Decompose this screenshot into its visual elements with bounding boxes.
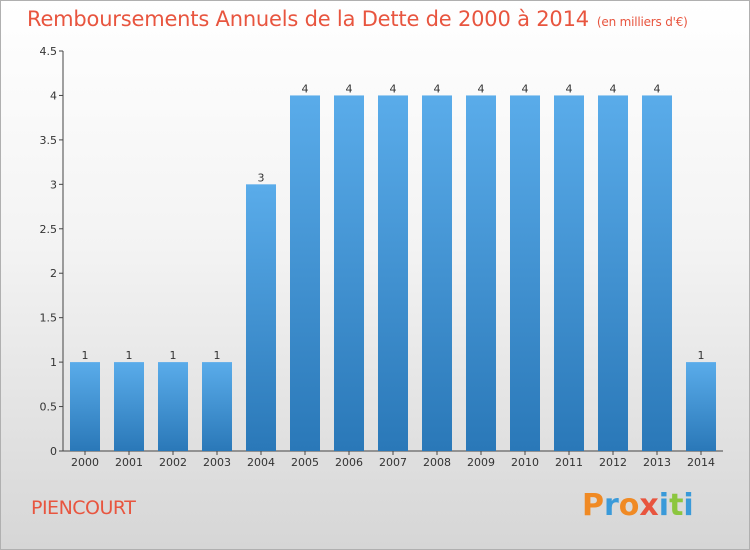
x-tick-label: 2006 bbox=[335, 456, 363, 469]
logo-letter: t bbox=[669, 488, 684, 523]
bar-value-label: 4 bbox=[390, 82, 397, 95]
bar bbox=[422, 95, 452, 451]
bar bbox=[466, 95, 496, 451]
y-tick-label: 1.5 bbox=[40, 312, 58, 325]
bar bbox=[114, 362, 144, 451]
commune-name: PIENCOURT bbox=[31, 497, 136, 519]
y-tick-label: 3.5 bbox=[40, 134, 58, 147]
y-tick-label: 0.5 bbox=[40, 401, 58, 414]
bar bbox=[158, 362, 188, 451]
bar-value-label: 1 bbox=[82, 349, 89, 362]
x-tick-label: 2013 bbox=[643, 456, 671, 469]
bar bbox=[334, 95, 364, 451]
bar-value-label: 3 bbox=[258, 171, 265, 184]
y-tick-label: 3 bbox=[50, 178, 57, 191]
x-tick-label: 2012 bbox=[599, 456, 627, 469]
bar-value-label: 4 bbox=[566, 82, 573, 95]
bar-value-label: 1 bbox=[126, 349, 133, 362]
x-tick-label: 2008 bbox=[423, 456, 451, 469]
x-tick-label: 2009 bbox=[467, 456, 495, 469]
logo-letter: i bbox=[683, 488, 694, 523]
bar bbox=[290, 95, 320, 451]
x-tick-label: 2005 bbox=[291, 456, 319, 469]
y-tick-label: 0 bbox=[50, 445, 57, 458]
y-tick-label: 4 bbox=[50, 89, 57, 102]
bar-value-label: 4 bbox=[610, 82, 617, 95]
x-tick-label: 2011 bbox=[555, 456, 583, 469]
logo-letter: P bbox=[582, 488, 604, 523]
bar bbox=[554, 95, 584, 451]
logo-letter: o bbox=[618, 488, 640, 523]
bar bbox=[70, 362, 100, 451]
x-tick-label: 2000 bbox=[71, 456, 99, 469]
bar bbox=[202, 362, 232, 451]
logo-letter: x bbox=[639, 488, 659, 523]
chart-title: Remboursements Annuels de la Dette de 20… bbox=[27, 7, 688, 31]
x-tick-label: 2014 bbox=[687, 456, 715, 469]
x-tick-label: 2007 bbox=[379, 456, 407, 469]
bar bbox=[378, 95, 408, 451]
x-tick-label: 2002 bbox=[159, 456, 187, 469]
bar bbox=[642, 95, 672, 451]
x-tick-label: 2010 bbox=[511, 456, 539, 469]
proxiti-logo[interactable]: Proxiti bbox=[582, 488, 694, 523]
bar-value-label: 4 bbox=[478, 82, 485, 95]
logo-letter: r bbox=[604, 488, 619, 523]
bar bbox=[598, 95, 628, 451]
bar-value-label: 4 bbox=[302, 82, 309, 95]
bar-value-label: 4 bbox=[522, 82, 529, 95]
y-tick-label: 2.5 bbox=[40, 223, 58, 236]
bar-value-label: 1 bbox=[698, 349, 705, 362]
x-tick-label: 2004 bbox=[247, 456, 275, 469]
x-tick-label: 2003 bbox=[203, 456, 231, 469]
logo-letter: i bbox=[658, 488, 670, 523]
bar-value-label: 4 bbox=[346, 82, 353, 95]
bar bbox=[246, 184, 276, 452]
y-tick-label: 4.5 bbox=[40, 45, 58, 58]
chart-unit: (en milliers d'€) bbox=[596, 15, 688, 29]
bar-value-label: 4 bbox=[654, 82, 661, 95]
bar-value-label: 1 bbox=[170, 349, 177, 362]
bar-value-label: 1 bbox=[214, 349, 221, 362]
y-tick-label: 2 bbox=[50, 267, 57, 280]
bar bbox=[510, 95, 540, 451]
y-tick-label: 1 bbox=[50, 356, 57, 369]
x-tick-label: 2001 bbox=[115, 456, 143, 469]
bar bbox=[686, 362, 716, 451]
bar-value-label: 4 bbox=[434, 82, 441, 95]
